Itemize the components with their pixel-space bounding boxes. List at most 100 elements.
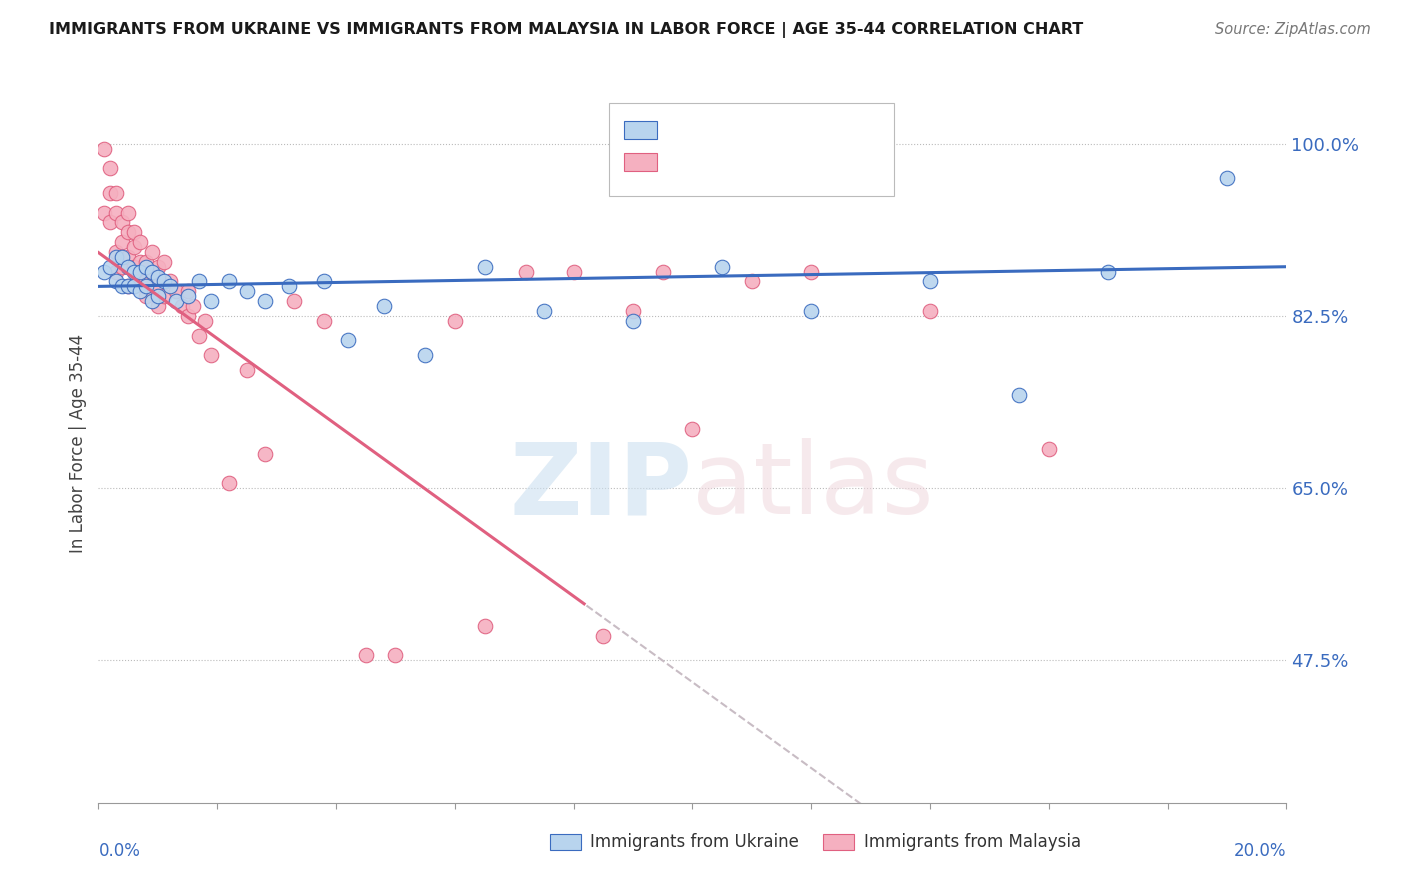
Point [117,225,139,239]
Point [135,289,157,303]
Text: IMMIGRANTS FROM UKRAINE VS IMMIGRANTS FROM MALAYSIA IN LABOR FORCE | AGE 35-44 C: IMMIGRANTS FROM UKRAINE VS IMMIGRANTS FR… [49,22,1084,38]
Point [98,215,121,229]
Point [176,289,198,303]
Point [218,275,240,289]
Point [135,260,157,274]
Text: 0.303: 0.303 [718,121,770,139]
Point [135,275,157,289]
Point [176,285,198,299]
Point [146,289,169,303]
Point [159,279,181,293]
Point [533,304,555,318]
Point [117,260,139,274]
Text: R =: R = [669,153,707,171]
Point [474,619,496,633]
Point [681,422,703,436]
Text: ZIP: ZIP [509,438,692,535]
Point [314,314,336,328]
Point [122,240,145,254]
Point [354,648,377,663]
Point [152,275,174,289]
Bar [623,153,657,171]
Point [170,299,193,313]
Point [141,294,163,309]
Point [336,334,359,348]
Point [621,314,644,328]
Point [159,275,181,289]
Point [129,235,152,249]
Point [111,279,134,293]
Point [105,244,128,259]
Point [236,285,259,299]
Point [800,265,823,279]
Point [1038,442,1060,456]
Point [314,275,336,289]
Point [1097,265,1119,279]
Text: Immigrants from Ukraine: Immigrants from Ukraine [591,833,799,851]
Point [111,215,134,229]
Point [152,254,174,268]
Point [236,363,259,377]
Text: Immigrants from Malaysia: Immigrants from Malaysia [863,833,1081,851]
Point [129,285,152,299]
Point [141,244,163,259]
Point [200,348,222,362]
Point [98,260,121,274]
Point [117,250,139,264]
Point [111,260,134,274]
Text: -0.399: -0.399 [718,153,776,171]
Point [651,265,673,279]
Point [515,265,537,279]
Point [920,304,942,318]
Point [105,265,128,279]
Point [111,235,134,249]
Point [129,275,152,289]
Point [135,279,157,293]
Point [135,254,157,268]
Text: 20.0%: 20.0% [1234,842,1286,860]
Point [621,304,644,318]
Bar [623,120,657,138]
Point [183,299,205,313]
Point [122,265,145,279]
Point [105,186,128,200]
FancyBboxPatch shape [609,103,894,196]
Point [117,279,139,293]
Point [741,275,763,289]
Text: 41: 41 [827,121,849,139]
Point [253,447,276,461]
Point [105,250,128,264]
Point [165,294,187,309]
Point [122,225,145,239]
Point [152,289,174,303]
Text: 0.0%: 0.0% [98,842,141,860]
Point [711,260,734,274]
Point [592,629,614,643]
Point [188,275,211,289]
Point [146,269,169,284]
Point [93,265,115,279]
Point [413,348,436,362]
Bar [823,834,853,850]
Point [146,279,169,293]
Point [111,250,134,264]
Point [200,294,222,309]
Bar [550,834,581,850]
Point [277,279,299,293]
Point [176,309,198,323]
Point [474,260,496,274]
Point [98,161,121,176]
Point [443,314,465,328]
Point [253,294,276,309]
Point [165,285,187,299]
Point [129,265,152,279]
Point [105,205,128,219]
Point [122,279,145,293]
Point [800,304,823,318]
Point [1008,387,1031,401]
Point [1216,171,1239,186]
Point [283,294,305,309]
Point [93,205,115,219]
Point [920,275,942,289]
Y-axis label: In Labor Force | Age 35-44: In Labor Force | Age 35-44 [69,334,87,553]
